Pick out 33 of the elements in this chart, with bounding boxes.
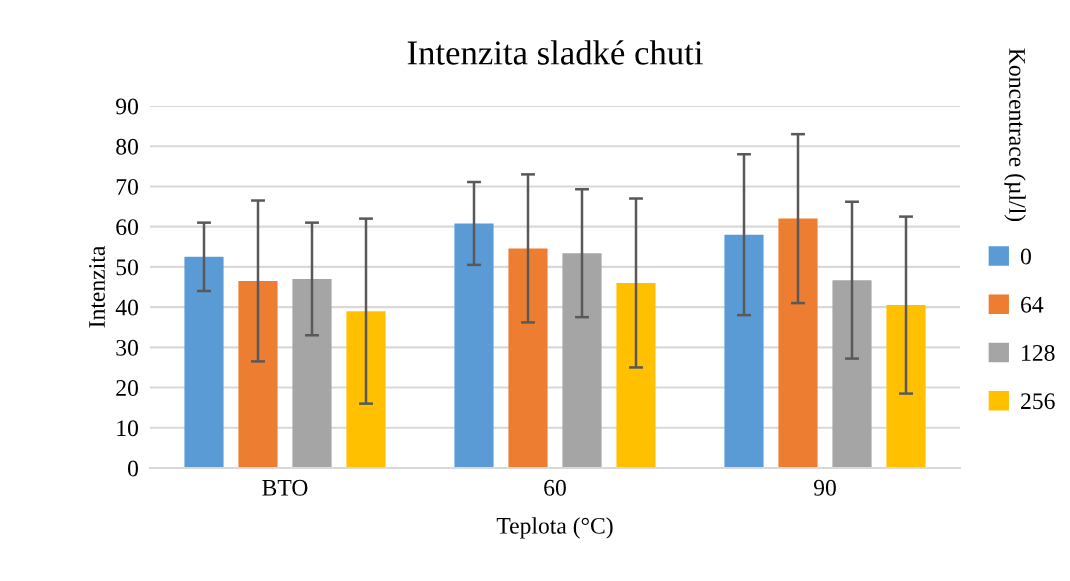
bar [184,256,224,468]
legend-label: 128 [1022,344,1055,361]
legend-label: 64 [1021,296,1044,313]
y-tick-label: 30 [116,339,138,356]
bar [886,305,926,468]
y-tick-label: 10 [117,420,138,437]
x-axis-title: Teplota (°C) [496,517,613,539]
bar [616,282,656,468]
bar [292,278,332,468]
y-tick-label: 60 [116,219,138,236]
y-tick-label: 80 [116,138,138,155]
x-tick-label: 90 [813,479,836,496]
x-tick-label: 60 [544,479,566,496]
y-axis-title: Intenzita [89,246,105,328]
bar [454,223,494,468]
y-tick-label: 50 [116,259,138,276]
y-tick-label: 20 [116,380,138,396]
legend-label: 256 [1021,393,1055,410]
bar [832,280,872,468]
legend-label: 0 [1020,248,1031,265]
bar [724,234,764,468]
legend-title: Koncentrace (µl/l) [1004,48,1026,222]
x-tick-label: BTO [262,479,308,496]
bar [778,218,818,468]
bar [346,311,386,468]
chart-title: Intenzita sladké chuti [407,40,703,65]
bar [238,280,278,468]
y-tick-label: 70 [116,178,138,195]
y-tick-label: 0 [127,460,138,477]
bar [508,248,548,468]
bar [562,253,602,468]
y-tick-label: 90 [116,98,138,115]
y-tick-label: 40 [115,299,138,316]
